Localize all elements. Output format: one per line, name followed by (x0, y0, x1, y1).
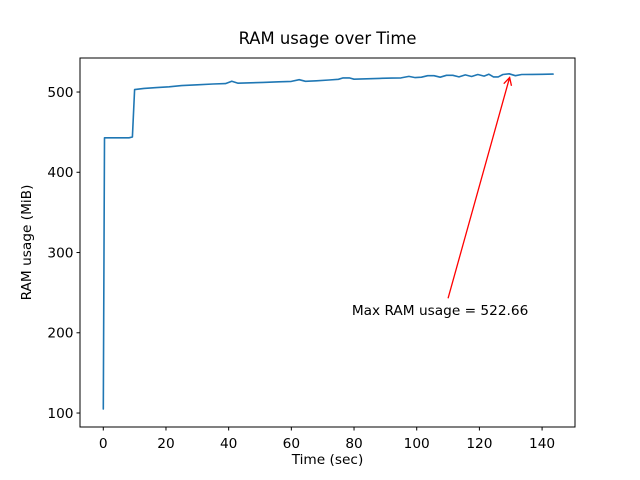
y-tick-label: 300 (47, 245, 73, 261)
ram-usage-line (102, 73, 554, 410)
x-tick-label: 100 (404, 436, 430, 452)
y-tick-label: 100 (47, 406, 73, 422)
max-annotation-text: Max RAM usage = 522.66 (352, 303, 529, 319)
x-tick-label: 80 (345, 436, 362, 452)
x-axis-label: Time (sec) (291, 452, 364, 468)
x-tick-label: 0 (99, 436, 108, 452)
annotation-arrow (447, 76, 513, 299)
y-tick-label: 400 (47, 165, 73, 181)
y-tick-label: 500 (47, 85, 73, 101)
y-tick-label: 200 (47, 326, 73, 342)
x-tick-label: 140 (529, 436, 555, 452)
x-tick-label: 60 (283, 436, 300, 452)
x-tick-label: 20 (157, 436, 174, 452)
x-tick-label: 40 (220, 436, 237, 452)
x-tick-label: 120 (466, 436, 492, 452)
axes-spines (79, 57, 576, 428)
y-axis-label: RAM usage (MiB) (19, 185, 35, 301)
chart-title: RAM usage over Time (239, 29, 417, 48)
axis-ticks: 0 20 40 60 80 100 120 140 100 200 300 400 500 (47, 85, 555, 452)
